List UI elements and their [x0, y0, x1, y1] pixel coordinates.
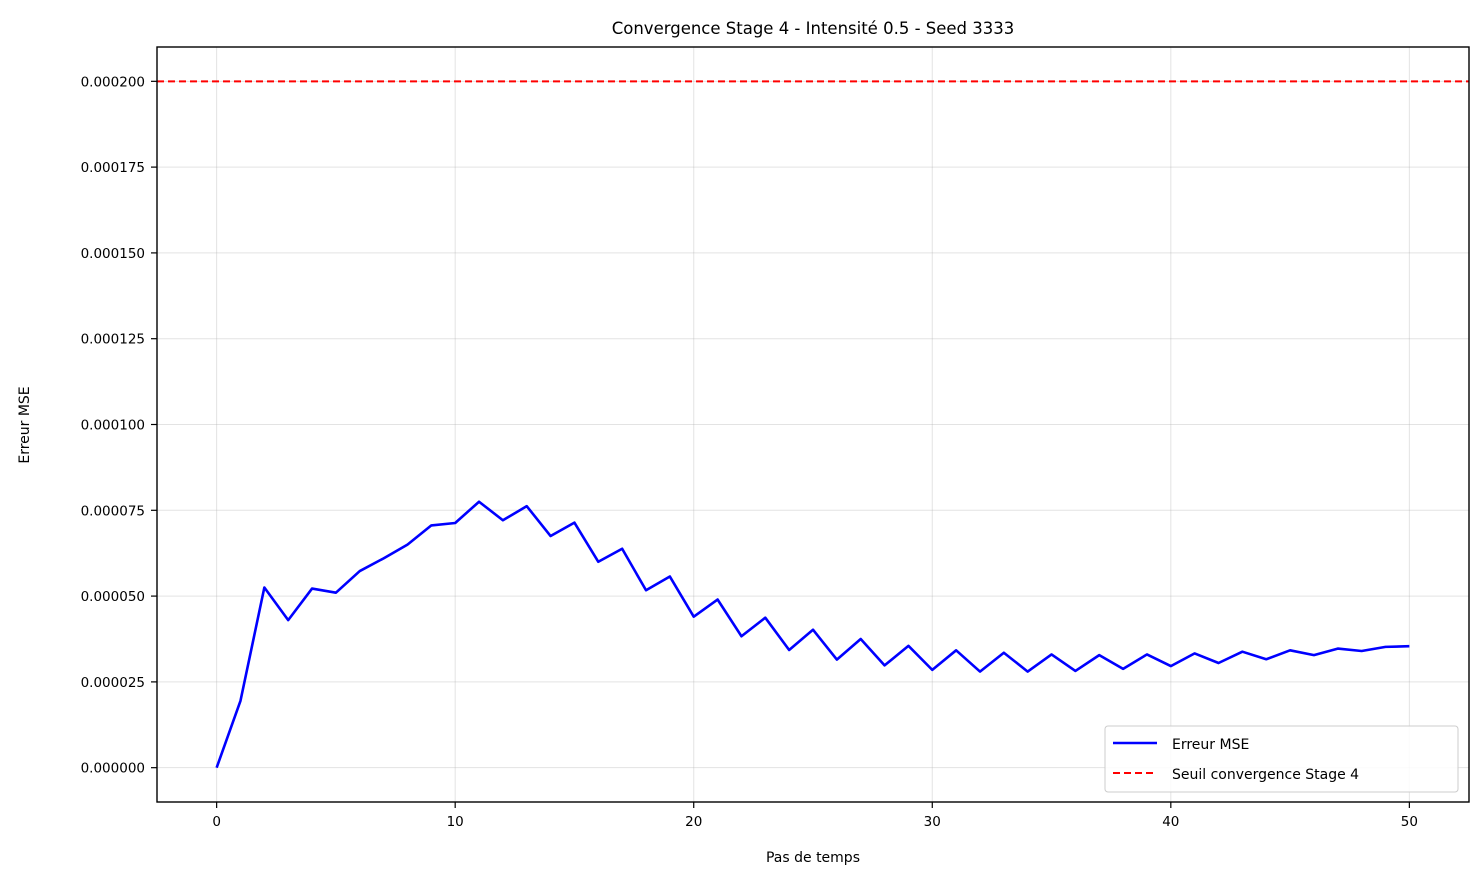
- y-tick-label: 0.000200: [81, 74, 145, 90]
- chart-title: Convergence Stage 4 - Intensité 0.5 - Se…: [612, 19, 1015, 38]
- x-axis: 0 10 20 30 40 50: [212, 802, 1418, 830]
- x-tick-label: 10: [447, 814, 464, 830]
- y-axis-label: Erreur MSE: [17, 386, 33, 463]
- legend-label-seuil: Seuil convergence Stage 4: [1172, 767, 1359, 783]
- series-line-erreur-mse: [215, 500, 1410, 769]
- y-tick-label: 0.000075: [81, 503, 145, 519]
- x-tick-label: 40: [1162, 814, 1179, 830]
- x-tick-label: 30: [924, 814, 941, 830]
- legend-box: [1104, 725, 1459, 793]
- y-axis: 0.000000 0.000025 0.000050 0.000075 0.000100…: [81, 74, 157, 777]
- y-tick-label: 0.000050: [81, 589, 145, 605]
- y-tick-label: 0.000000: [81, 761, 145, 777]
- x-tick-label: 0: [212, 814, 221, 830]
- x-axis-label: Pas de temps: [766, 850, 860, 866]
- y-tick-label: 0.000150: [81, 246, 145, 262]
- legend: Erreur MSE Seuil convergence Stage 4: [1104, 725, 1459, 793]
- x-tick-label: 50: [1401, 814, 1418, 830]
- x-tick-label: 20: [685, 814, 702, 830]
- grid: [157, 47, 1469, 802]
- legend-label-erreur-mse: Erreur MSE: [1172, 737, 1249, 753]
- y-tick-label: 0.000025: [81, 675, 145, 691]
- y-tick-label: 0.000125: [81, 332, 145, 348]
- y-tick-label: 0.000100: [81, 418, 145, 434]
- y-tick-label: 0.000175: [81, 160, 145, 176]
- plot-area: [157, 80, 1469, 769]
